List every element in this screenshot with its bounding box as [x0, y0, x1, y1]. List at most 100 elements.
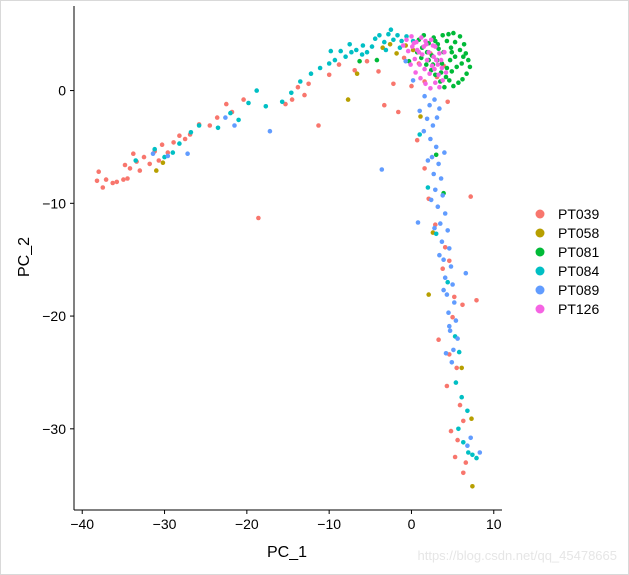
data-point: [419, 52, 425, 57]
data-point: [435, 204, 441, 209]
data-point: [452, 54, 458, 59]
data-point: [433, 144, 439, 150]
data-point: [241, 97, 246, 102]
data-point: [433, 57, 439, 63]
legend: PT039 PT058 PT081 PT084 PT089 PT126: [535, 206, 599, 317]
data-point: [463, 270, 469, 276]
data-point: [446, 31, 451, 37]
data-point: [382, 39, 387, 45]
data-point: [298, 79, 303, 84]
data-point: [437, 51, 442, 56]
data-point: [463, 51, 469, 56]
data-point: [418, 75, 423, 81]
data-point: [404, 37, 409, 43]
data-point: [460, 302, 465, 308]
data-point: [421, 44, 427, 49]
data-point: [432, 66, 437, 72]
legend-key-pt089: [535, 285, 545, 295]
data-point: [470, 484, 475, 489]
data-point: [433, 72, 438, 78]
data-point: [424, 116, 430, 122]
data-point: [425, 185, 431, 190]
data-point: [347, 42, 353, 47]
data-point: [474, 298, 479, 303]
data-point: [228, 110, 233, 116]
data-point: [410, 78, 416, 83]
data-point: [429, 154, 435, 160]
data-point: [448, 45, 454, 50]
data-point: [444, 65, 450, 71]
data-point: [452, 454, 458, 460]
data-point: [459, 61, 465, 66]
data-point: [440, 33, 446, 38]
data-point: [399, 38, 404, 44]
data-point: [214, 115, 220, 120]
data-point: [445, 99, 451, 105]
data-point: [469, 416, 474, 422]
points-layer: [94, 27, 483, 489]
x-tick-label: −40: [70, 516, 94, 532]
data-point: [422, 166, 427, 171]
data-point: [461, 440, 466, 445]
data-point: [388, 27, 394, 32]
data-point: [452, 294, 457, 300]
data-point: [442, 245, 448, 250]
legend-key-pt039: [535, 209, 545, 219]
data-point: [417, 62, 423, 67]
data-point: [289, 90, 294, 96]
data-point: [236, 117, 241, 123]
data-point: [436, 337, 441, 343]
data-point: [417, 132, 423, 137]
data-point: [431, 54, 437, 59]
data-point: [466, 57, 471, 63]
legend-label: PT084: [558, 263, 599, 279]
data-point: [131, 151, 136, 156]
data-point: [207, 123, 213, 128]
data-point: [326, 61, 332, 66]
data-point: [94, 178, 100, 184]
data-point: [435, 62, 441, 67]
data-point: [448, 428, 454, 434]
series-pt084: [133, 27, 479, 461]
data-point: [428, 197, 434, 203]
data-point: [374, 57, 380, 63]
data-point: [443, 74, 449, 80]
data-point: [432, 225, 437, 231]
data-point: [403, 58, 409, 64]
data-point: [185, 151, 190, 156]
data-point: [343, 54, 348, 59]
data-point: [188, 130, 194, 135]
data-point: [445, 228, 451, 233]
data-point: [419, 35, 424, 40]
data-point: [446, 310, 451, 316]
data-point: [386, 31, 391, 37]
data-point: [468, 194, 474, 199]
data-point: [336, 62, 342, 67]
data-point: [156, 158, 162, 163]
data-point: [433, 152, 439, 158]
data-point: [451, 30, 456, 36]
data-point: [408, 62, 413, 67]
data-point: [442, 211, 448, 216]
data-point: [455, 336, 460, 341]
data-point: [110, 180, 115, 186]
data-point: [442, 150, 447, 155]
x-tick-label: −20: [235, 516, 259, 532]
data-point: [328, 48, 334, 54]
data-point: [263, 104, 269, 109]
data-point: [450, 314, 455, 320]
data-point: [456, 426, 461, 432]
data-point: [345, 97, 351, 102]
x-tick-label: 10: [486, 516, 502, 532]
data-point: [379, 167, 385, 172]
data-point: [428, 136, 433, 142]
data-point: [438, 176, 444, 181]
data-point: [447, 57, 453, 63]
data-point: [152, 146, 157, 152]
x-axis-title: PC_1: [267, 544, 307, 561]
data-point: [369, 44, 375, 49]
data-point: [442, 84, 447, 90]
data-point: [441, 287, 446, 293]
data-point: [454, 365, 460, 371]
data-point: [246, 100, 251, 106]
